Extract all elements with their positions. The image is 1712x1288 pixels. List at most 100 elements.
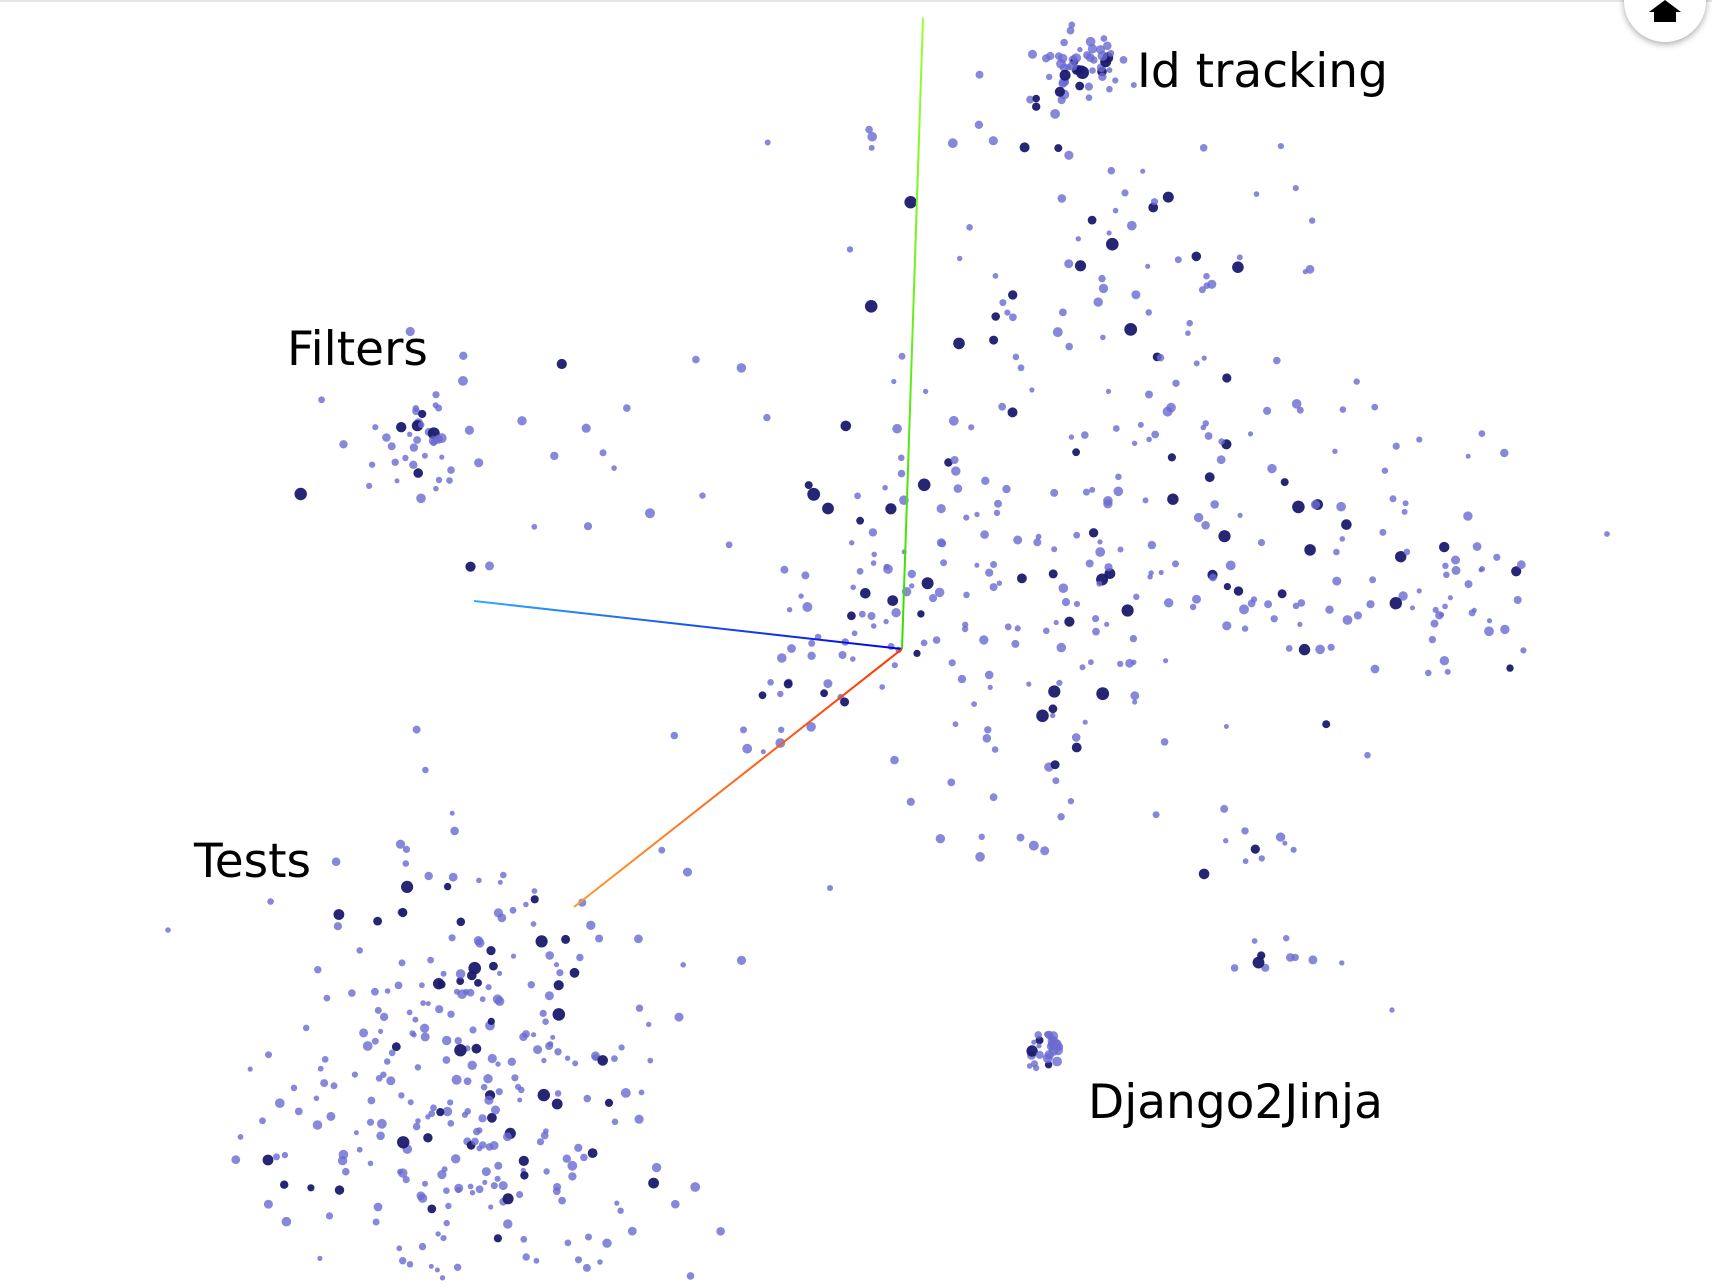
embedding-point: [1050, 109, 1060, 119]
embedding-point: [1202, 420, 1210, 427]
embedding-point: [1096, 580, 1103, 587]
embedding-point: [1410, 605, 1415, 611]
embedding-point: [1222, 373, 1232, 383]
embedding-point: [1218, 530, 1231, 543]
embedding-point: [854, 492, 861, 500]
embedding-point: [356, 1146, 363, 1153]
embedding-point: [402, 1176, 410, 1184]
embedding-point: [1282, 840, 1288, 846]
embedding-point: [1047, 1034, 1054, 1041]
embedding-point: [552, 1008, 566, 1021]
embedding-point: [1071, 742, 1082, 753]
embedding-point: [1291, 399, 1302, 409]
embedding-point: [957, 255, 963, 262]
embedding-point: [342, 1167, 350, 1176]
embedding-point: [467, 1060, 477, 1071]
embedding-point: [420, 1000, 426, 1006]
embedding-point: [394, 981, 403, 990]
embedding-point: [474, 458, 484, 468]
embedding-point: [1017, 573, 1027, 584]
embedding-point: [451, 1074, 462, 1085]
embedding-point: [1230, 964, 1239, 972]
embedding-point: [1035, 1050, 1044, 1059]
embedding-point: [1236, 254, 1243, 261]
embedding-point: [634, 934, 643, 944]
embedding-point: [263, 1199, 273, 1209]
embedding-point: [1389, 597, 1403, 610]
embedding-point: [1019, 142, 1030, 153]
embedding-point: [692, 355, 700, 364]
embedding-point: [1442, 603, 1448, 610]
embedding-point: [725, 541, 733, 549]
embedding-point: [623, 404, 631, 412]
embedding-point: [543, 1168, 550, 1175]
embedding-point: [994, 499, 1002, 508]
embedding-point: [1500, 624, 1510, 635]
embedding-point: [1060, 38, 1068, 47]
embedding-point: [1451, 565, 1461, 575]
embedding-point: [458, 376, 468, 386]
embedding-point: [1132, 699, 1138, 705]
embedding-point: [1263, 406, 1272, 415]
embedding-point: [1103, 496, 1113, 506]
embedding-point: [450, 826, 459, 836]
embedding-point: [1370, 664, 1380, 674]
embedding-point: [1241, 827, 1249, 835]
embedding-point: [1100, 35, 1108, 42]
embedding-point: [1233, 586, 1244, 596]
embedding-point: [544, 991, 554, 1001]
embedding-point: [1002, 484, 1011, 494]
embedding-point: [998, 402, 1007, 411]
embedding-point: [1439, 656, 1450, 666]
embedding-point: [966, 224, 973, 231]
embedding-point: [1075, 236, 1082, 242]
embedding-point: [443, 882, 452, 891]
embedding-point: [502, 1193, 514, 1205]
embedding-point: [459, 351, 468, 360]
embedding-point: [406, 1009, 413, 1016]
embedding-point: [500, 871, 507, 879]
embedding-point: [478, 1114, 487, 1123]
embedding-point: [1036, 1043, 1042, 1049]
embedding-point: [1082, 719, 1088, 725]
embedding-point: [353, 1130, 359, 1136]
embedding-point: [953, 337, 965, 350]
embedding-point: [764, 139, 771, 146]
embedding-point: [425, 1001, 431, 1007]
embedding-point: [1054, 86, 1065, 97]
embedding-point: [302, 1024, 310, 1032]
embedding-point: [974, 562, 980, 568]
embedding-point: [351, 1071, 358, 1078]
embedding-point: [583, 522, 593, 531]
embedding-point: [384, 988, 391, 994]
embedding-point: [1237, 512, 1243, 519]
embedding-point: [556, 969, 564, 977]
embedding-point: [883, 564, 893, 574]
embedding-point: [777, 653, 787, 663]
embedding-point: [533, 1257, 540, 1264]
embedding-point: [407, 1099, 414, 1106]
embedding-point: [522, 1030, 530, 1038]
embedding-point: [1103, 41, 1112, 51]
embedding-point: [742, 743, 753, 754]
embedding-point: [1113, 486, 1124, 497]
x-axis-line: [573, 648, 903, 908]
embedding-point: [334, 1185, 345, 1195]
embedding-point: [980, 530, 989, 539]
embedding-point: [928, 594, 938, 603]
embedding-point: [996, 580, 1003, 586]
embedding-point: [1160, 738, 1169, 746]
embedding-point: [1174, 256, 1182, 264]
embedding-point: [1146, 436, 1152, 443]
embedding-point: [1104, 563, 1113, 572]
embedding-point: [482, 1179, 488, 1185]
embedding-point: [448, 872, 458, 882]
embedding-point: [572, 1060, 579, 1067]
embedding-point: [1147, 574, 1153, 580]
embedding-point: [683, 867, 692, 877]
embedding-point: [443, 1187, 450, 1194]
embedding-point: [1028, 49, 1037, 59]
embedding-point: [614, 1200, 620, 1206]
